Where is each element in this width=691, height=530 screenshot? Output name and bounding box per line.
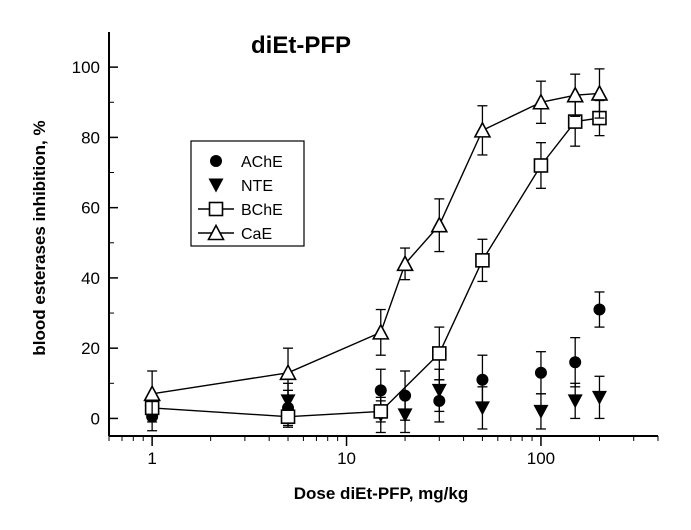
y-tick-label: 20 <box>81 339 100 358</box>
legend-marker <box>210 155 222 167</box>
legend-marker <box>208 201 224 217</box>
y-tick-label: 0 <box>91 409 100 428</box>
data-point <box>476 373 489 386</box>
data-point <box>590 84 609 101</box>
legend-label: CaE <box>241 226 272 243</box>
data-point <box>566 86 585 103</box>
y-tick-label: 80 <box>81 128 100 147</box>
data-point <box>591 390 607 405</box>
series-cae <box>143 68 609 418</box>
data-point <box>534 366 547 379</box>
data-point <box>396 254 414 272</box>
data-point <box>280 409 296 424</box>
legend-label: NTE <box>241 178 273 195</box>
data-point <box>430 216 449 233</box>
data-point <box>473 121 492 138</box>
y-tick-label: 40 <box>81 269 100 288</box>
x-tick-label: 100 <box>527 449 555 468</box>
chart-title: diEt-PFP <box>251 32 351 59</box>
x-tick-label: 1 <box>147 449 156 468</box>
data-point <box>374 384 387 397</box>
data-point <box>567 114 583 129</box>
legend-marker <box>207 223 225 241</box>
data-point <box>279 363 297 381</box>
data-point <box>431 383 447 398</box>
data-point <box>371 323 390 340</box>
series-ache <box>146 291 606 432</box>
data-point <box>397 408 413 423</box>
legend-marker <box>208 178 224 193</box>
series-line <box>152 117 600 418</box>
data-point <box>143 384 161 402</box>
y-tick-label: 60 <box>81 199 100 218</box>
y-tick-label: 100 <box>72 58 100 77</box>
data-point <box>431 346 447 361</box>
legend-box <box>190 140 305 247</box>
legend-label: AChE <box>241 154 283 171</box>
data-point <box>533 404 549 419</box>
data-point <box>567 394 583 409</box>
x-tick-label: 10 <box>337 449 356 468</box>
legend: AChE NTE BChE CaE <box>190 140 305 247</box>
data-point <box>475 253 490 268</box>
legend-label: BChE <box>241 202 283 219</box>
data-point <box>532 93 550 110</box>
data-point <box>474 401 490 416</box>
data-point <box>373 404 389 419</box>
y-axis-label: blood esterases inhibition, % <box>30 120 49 355</box>
data-point <box>399 389 412 402</box>
data-point <box>593 303 606 316</box>
x-axis-label: Dose diEt-PFP, mg/kg <box>294 484 468 503</box>
data-point <box>569 356 582 369</box>
data-point <box>533 158 549 173</box>
